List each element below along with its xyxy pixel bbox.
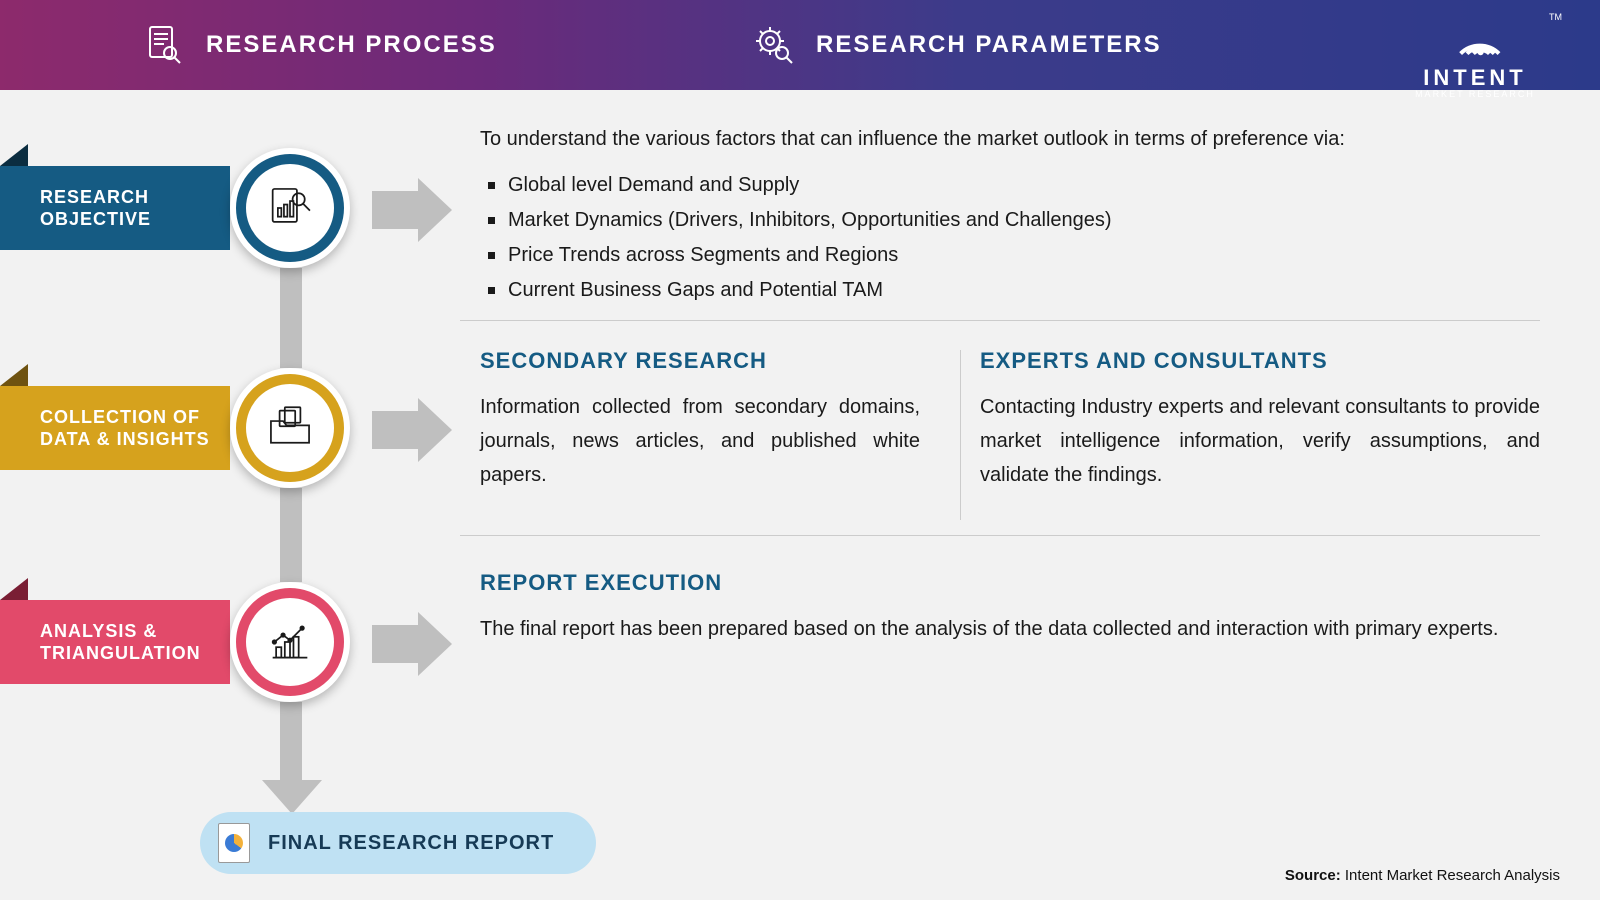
bullet-item: Price Trends across Segments and Regions: [508, 238, 1540, 273]
step1-bullets: Global level Demand and Supply Market Dy…: [480, 168, 1540, 308]
connector-bar-2: [280, 488, 302, 582]
source-credit: Source: Intent Market Research Analysis: [1285, 867, 1560, 884]
step-node-2: [230, 368, 350, 488]
divider-2: [460, 535, 1540, 536]
ribbon-fold-3: [0, 578, 28, 600]
step1-lead: To understand the various factors that c…: [480, 124, 1540, 154]
step1-content: To understand the various factors that c…: [480, 124, 1540, 308]
header-title-left: RESEARCH PROCESS: [206, 31, 497, 59]
step2-col-left: SECONDARY RESEARCH Information collected…: [480, 348, 920, 492]
step-label-2: COLLECTION OF DATA & INSIGHTS: [40, 406, 210, 451]
bullet-item: Current Business Gaps and Potential TAM: [508, 273, 1540, 308]
step-node-3: [230, 582, 350, 702]
right-arrow-2-icon: [372, 398, 452, 462]
right-arrow-1-icon: [372, 178, 452, 242]
wifi-arcs-icon: [1443, 10, 1507, 62]
brand-logo: INTENT MARKET RESEARCH TM: [1390, 10, 1560, 99]
divider-1: [460, 320, 1540, 321]
ribbon-fold-1: [0, 144, 28, 166]
step2-content: SECONDARY RESEARCH Information collected…: [480, 348, 1540, 492]
bullet-item: Global level Demand and Supply: [508, 168, 1540, 203]
step-node-1: [230, 148, 350, 268]
down-arrow-icon: [262, 780, 322, 814]
step-label-3: ANALYSIS & TRIANGULATION: [40, 620, 201, 665]
final-label: FINAL RESEARCH REPORT: [268, 832, 554, 855]
step2-body-left: Information collected from secondary dom…: [480, 390, 920, 492]
logo-tm: TM: [1549, 12, 1562, 22]
step2-heading-right: EXPERTS AND CONSULTANTS: [980, 348, 1540, 374]
source-label: Source:: [1285, 867, 1341, 884]
connector-bar-1: [280, 268, 302, 368]
header-title-right: RESEARCH PARAMETERS: [816, 31, 1162, 59]
step-ribbon-3: ANALYSIS & TRIANGULATION: [0, 600, 230, 684]
final-report-pill: FINAL RESEARCH REPORT: [200, 812, 596, 874]
step-label-1: RESEARCH OBJECTIVE: [40, 186, 151, 231]
document-search-icon: [140, 21, 188, 69]
bullet-item: Market Dynamics (Drivers, Inhibitors, Op…: [508, 203, 1540, 238]
step3-content: REPORT EXECUTION The final report has be…: [480, 570, 1540, 646]
header-left: RESEARCH PROCESS: [140, 21, 750, 69]
step2-heading-left: SECONDARY RESEARCH: [480, 348, 920, 374]
step3-body: The final report has been prepared based…: [480, 612, 1540, 646]
header-bar: RESEARCH PROCESS RESEARCH PARAMETERS INT…: [0, 0, 1600, 90]
report-doc-icon: [218, 823, 250, 863]
ribbon-fold-2: [0, 364, 28, 386]
diagram-canvas: RESEARCH OBJECTIVE COLLECTION OF DATA & …: [0, 90, 1600, 900]
right-arrow-3-icon: [372, 612, 452, 676]
connector-bar-3: [280, 702, 302, 782]
step3-heading: REPORT EXECUTION: [480, 570, 1540, 596]
step2-col-right: EXPERTS AND CONSULTANTS Contacting Indus…: [980, 348, 1540, 492]
step-ribbon-2: COLLECTION OF DATA & INSIGHTS: [0, 386, 230, 470]
logo-word: INTENT: [1390, 67, 1560, 89]
step-ribbon-1: RESEARCH OBJECTIVE: [0, 166, 230, 250]
step2-body-right: Contacting Industry experts and relevant…: [980, 390, 1540, 492]
source-value: Intent Market Research Analysis: [1345, 867, 1560, 884]
gear-search-icon: [750, 21, 798, 69]
